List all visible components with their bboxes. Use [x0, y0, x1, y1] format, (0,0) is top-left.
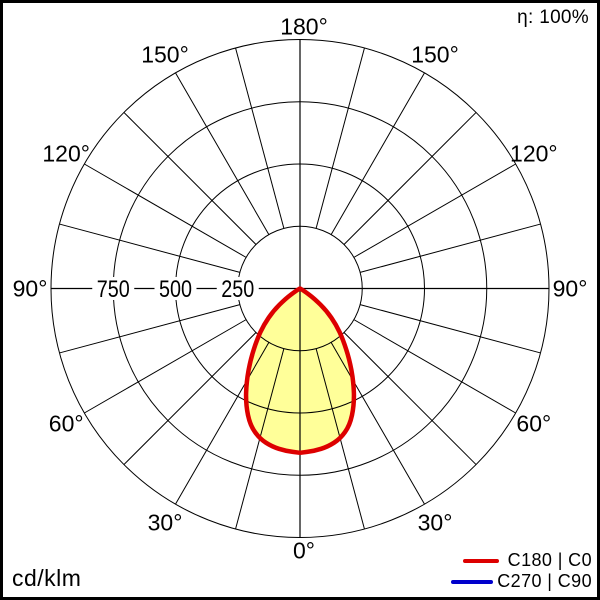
grid-spoke	[84, 319, 247, 414]
legend-label-c270-c90: C270 | C90	[497, 571, 592, 591]
grid-spoke	[59, 304, 241, 354]
r-tick-label-250: 250	[221, 276, 254, 303]
angle-label-60-left: 60°	[49, 411, 84, 437]
grid-spoke	[359, 304, 541, 354]
grid-spoke	[123, 332, 257, 465]
curve-c180-c0	[243, 286, 357, 456]
grid-spoke	[330, 342, 425, 505]
grid-spoke	[359, 223, 541, 273]
legend-line-blue-icon	[451, 579, 494, 584]
grid-spoke	[353, 163, 516, 258]
angle-label-120-right: 120°	[510, 141, 558, 167]
angle-label-150-right: 150°	[411, 42, 459, 68]
unit-label: cd/klm	[12, 565, 82, 591]
r-tick-bg	[92, 277, 135, 300]
angle-label-60-right: 60°	[516, 411, 551, 437]
grid-spoke	[175, 72, 270, 235]
grid-spoke	[84, 163, 247, 258]
polar-chart-canvas: 750 500 250 180° 150° 150° 120° 120° 90° 90° 60° 60…	[13, 14, 588, 564]
legend: C180 | C0 C270 | C90	[451, 550, 592, 592]
r-tick-bg	[216, 277, 259, 300]
grid-spoke	[343, 112, 477, 245]
angle-label-30-right: 30°	[418, 509, 453, 535]
angle-label-120-left: 120°	[42, 141, 90, 167]
legend-item-c180-c0: C180 | C0	[462, 550, 592, 571]
angle-label-180: 180°	[280, 14, 328, 40]
grid-spoke	[175, 342, 270, 505]
grid-spoke	[353, 319, 516, 414]
r-tick-label-500: 500	[159, 276, 192, 303]
angle-label-90-right: 90°	[553, 276, 588, 302]
angle-label-0: 0°	[293, 538, 315, 564]
r-tick-label-750: 750	[97, 276, 130, 303]
legend-item-c270-c90: C270 | C90	[451, 571, 592, 592]
angle-label-30-left: 30°	[148, 509, 183, 535]
legend-label-c180-c0: C180 | C0	[507, 550, 592, 570]
grid-spoke	[235, 47, 285, 229]
angle-label-150-left: 150°	[141, 42, 189, 68]
efficiency-label: η: 100%	[517, 7, 589, 28]
grid-spoke	[59, 223, 241, 273]
grid-spoke	[343, 332, 477, 465]
grid-spoke	[123, 112, 257, 245]
grid-spoke	[330, 72, 425, 235]
angle-label-90-left: 90°	[13, 276, 48, 302]
grid-spoke	[315, 47, 365, 229]
legend-line-red-icon	[462, 558, 499, 563]
r-tick-bg	[154, 277, 197, 300]
